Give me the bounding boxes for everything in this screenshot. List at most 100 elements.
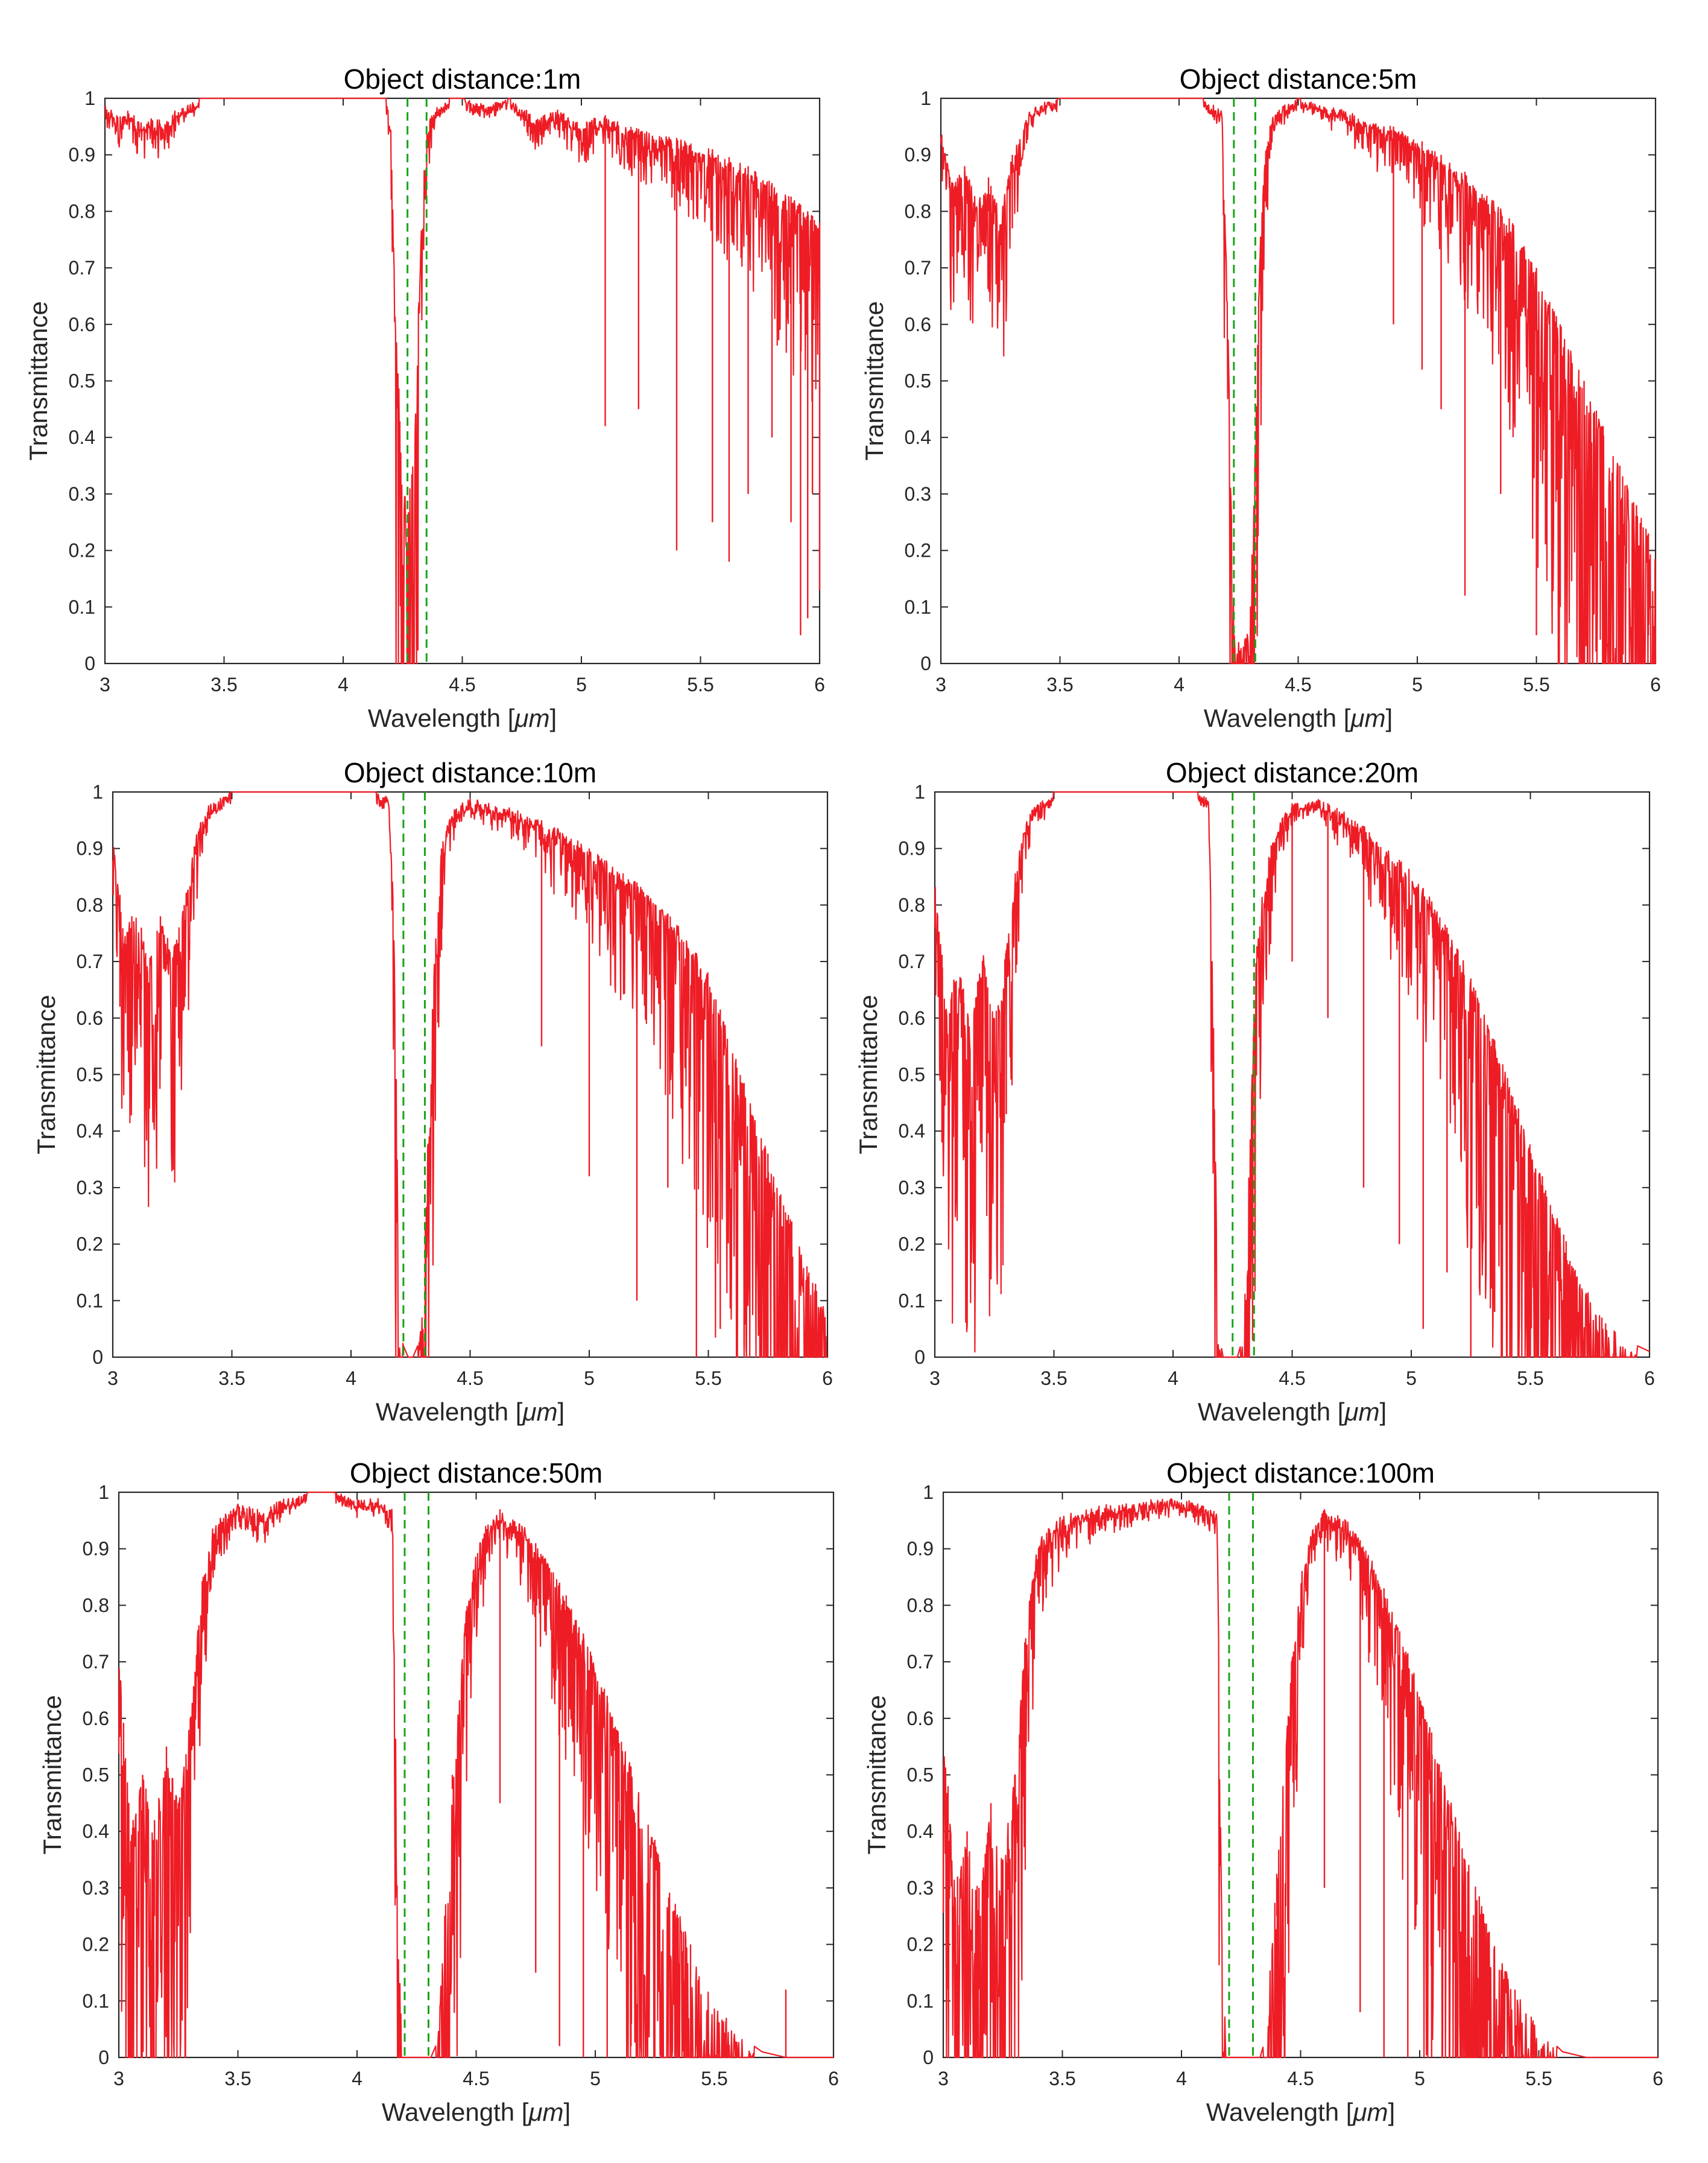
y-tick-label: 0.1 [69,596,95,618]
x-tick-label: 3 [113,2068,124,2089]
x-tick-label: 3.5 [224,2068,251,2089]
chart-title: Object distance:50m [350,1457,603,1489]
x-axis-unit: μm [1352,2098,1388,2126]
y-tick-label: 0.8 [907,1594,934,1616]
x-tick-label: 5 [1414,2068,1425,2089]
x-tick-label: 3.5 [1049,2068,1075,2089]
chart-panel-20m: Object distance:20m Transmittance Wavele… [854,757,1655,1426]
x-tick-label: 5 [1412,674,1423,695]
y-tick-label: 0.9 [69,144,95,166]
y-tick-label: 0.3 [907,1877,934,1899]
y-tick-label: 0.5 [69,370,95,392]
y-tick-label: 0.1 [907,1990,934,2012]
y-axis-label: Transmittance [32,995,60,1154]
x-tick-label: 4.5 [1285,674,1311,695]
x-axis-label-text: Wavelength [ [368,704,515,732]
y-tick-label: 0.7 [83,1651,109,1673]
y-tick-label: 0.2 [905,540,931,562]
y-tick-label: 0.9 [77,838,103,860]
y-tick-label: 0.1 [899,1290,925,1311]
x-axis-label: Wavelength [μm] [382,2098,571,2126]
x-axis-label: Wavelength [μm] [1204,704,1393,732]
x-axis-label: Wavelength [μm] [368,704,557,732]
chart-panel-5m: Object distance:5m Transmittance Wavelen… [860,63,1661,732]
x-tick-label: 3.5 [1046,674,1073,695]
y-tick-label: 0 [98,2047,109,2068]
x-axis-unit: μm [522,1398,557,1426]
y-tick-label: 0.3 [899,1177,925,1199]
y-axis-label: Transmittance [24,301,52,461]
y-tick-label: 0.4 [899,1120,925,1142]
y-tick-label: 0.9 [907,1538,934,1560]
x-tick-label: 4 [352,2068,362,2089]
y-axis-label: Transmittance [860,301,888,461]
y-tick-label: 0.4 [907,1820,934,1842]
y-tick-label: 0.8 [905,200,931,222]
x-axis-label-text: Wavelength [ [1206,2098,1353,2126]
y-tick-label: 0.6 [69,314,95,335]
y-tick-label: 0.5 [905,370,931,392]
x-tick-label: 6 [814,674,825,695]
chart-panel-100m: Object distance:100m Transmittance Wavel… [862,1457,1663,2126]
x-axis-label: Wavelength [μm] [376,1398,565,1426]
y-tick-label: 0.6 [907,1708,934,1729]
plot-area [942,1491,1659,2059]
x-tick-label: 4 [1168,1367,1178,1389]
y-tick-label: 0.3 [77,1177,103,1199]
chart-title: Object distance:100m [1166,1457,1435,1489]
x-tick-label: 4.5 [449,674,475,695]
y-tick-label: 0.1 [905,596,931,618]
y-tick-label: 1 [84,87,95,109]
y-tick-label: 0.5 [83,1764,109,1786]
transmittance-series-line [118,1491,834,2059]
y-axis-label: Transmittance [862,1695,891,1855]
x-axis-label-end: ] [1388,2098,1395,2126]
x-tick-label: 6 [1650,674,1661,695]
x-axis-label-text: Wavelength [ [1198,1398,1345,1426]
y-tick-label: 0 [920,653,931,674]
chart-title: Object distance:1m [344,63,581,95]
x-tick-label: 3.5 [1040,1367,1067,1389]
y-tick-label: 0.5 [77,1064,103,1086]
x-tick-label: 3 [107,1367,118,1389]
y-axis-label: Transmittance [38,1695,66,1855]
plot-area [940,97,1657,665]
y-tick-label: 0.7 [899,951,925,972]
x-axis-label: Wavelength [μm] [1198,1398,1387,1426]
x-tick-label: 4.5 [1287,2068,1314,2089]
y-axis-label: Transmittance [854,995,882,1154]
y-tick-label: 1 [914,781,925,803]
x-axis-unit: μm [1344,1398,1379,1426]
x-tick-label: 5.5 [687,674,713,695]
y-tick-label: 0.3 [905,483,931,505]
x-tick-label: 5 [590,2068,601,2089]
y-tick-label: 1 [92,781,103,803]
x-tick-label: 5.5 [1525,2068,1552,2089]
x-tick-label: 3.5 [210,674,237,695]
y-tick-label: 0.6 [899,1007,925,1029]
x-tick-label: 4 [338,674,349,695]
x-tick-label: 3 [938,2068,949,2089]
y-tick-label: 0 [92,1346,103,1368]
chart-panel-1m: Object distance:1m Transmittance Wavelen… [24,63,825,732]
y-tick-label: 0.4 [905,426,931,448]
x-tick-label: 5.5 [1523,674,1549,695]
chart-title: Object distance:10m [344,757,596,788]
x-axis-unit: μm [528,2098,563,2126]
y-tick-label: 0.5 [907,1764,934,1786]
y-tick-label: 0.7 [905,257,931,279]
x-axis-label-end: ] [557,1398,565,1426]
x-axis-label-end: ] [1379,1398,1387,1426]
y-tick-label: 0.9 [83,1538,109,1560]
x-axis-label-text: Wavelength [ [1204,704,1351,732]
x-axis-unit: μm [514,704,549,732]
y-tick-label: 0.2 [77,1234,103,1255]
x-tick-label: 3.5 [218,1367,245,1389]
x-tick-label: 4 [346,1367,356,1389]
x-tick-label: 3 [929,1367,940,1389]
y-tick-label: 0.2 [83,1934,109,1956]
transmittance-series-line [104,97,821,665]
y-tick-label: 0.4 [83,1820,109,1842]
x-tick-label: 4 [1176,2068,1187,2089]
